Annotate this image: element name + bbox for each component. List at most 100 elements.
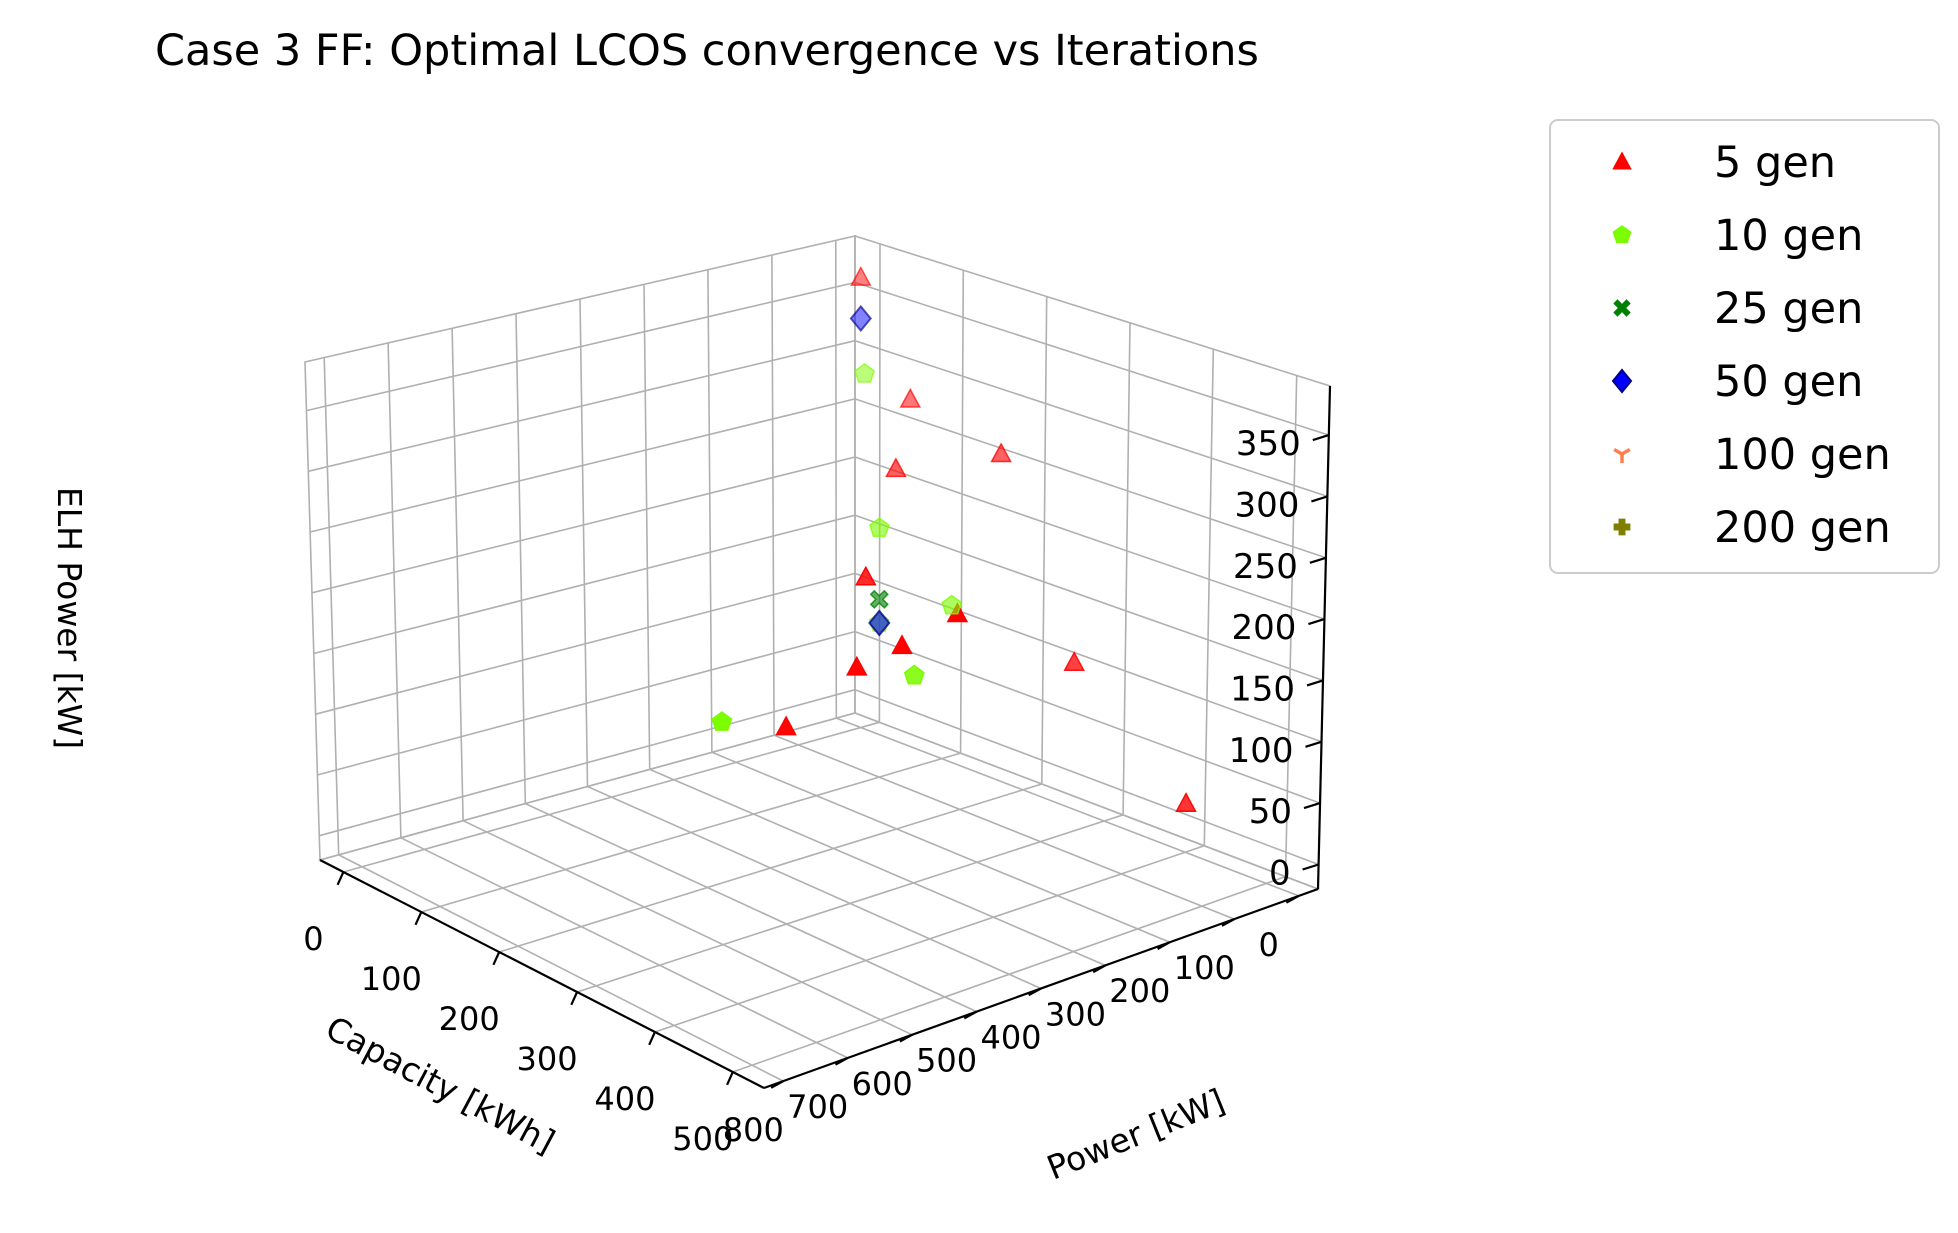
point-5-gen-9 (1063, 651, 1085, 671)
grid-line-z-left (317, 630, 856, 776)
y-tick-label: 600 (852, 1065, 913, 1103)
grid-line-x-wall (1122, 322, 1131, 815)
chart-title: Case 3 FF: Optimal LCOS convergence vs I… (155, 26, 1259, 76)
grid-line-z-left (319, 688, 856, 837)
y-tick-mark (1157, 941, 1171, 950)
point-25-gen-0 (869, 589, 889, 609)
point-10-gen-1 (869, 517, 890, 538)
y-tick-label: 400 (980, 1019, 1041, 1057)
y-tick-mark (1285, 894, 1300, 904)
x-tick-label: 300 (517, 1040, 578, 1078)
z-tick-mark (1309, 556, 1327, 564)
tick-labels: 0100200300400500010020030040050060070080… (303, 424, 1301, 1158)
grid-lines (306, 240, 1330, 1082)
axes (319, 385, 1332, 1090)
grid-line-z-right (854, 572, 1322, 743)
grid-line-y-wall (643, 284, 651, 770)
y-tick-mark (1221, 918, 1235, 927)
legend-label-5-gen: 5 gen (1714, 138, 1836, 188)
legend-marker-100-gen-left (1613, 447, 1623, 456)
grid-line-y-floor (587, 785, 1042, 990)
grid-line-y-floor (338, 854, 784, 1082)
grid-line-y-wall (387, 342, 402, 838)
x-axis-line (319, 859, 765, 1089)
grid-line-z-right (854, 514, 1324, 682)
x-tick-label: 400 (594, 1080, 655, 1118)
grid-line-y-floor (524, 802, 977, 1013)
y-tick-mark (899, 1033, 913, 1043)
z-axis-label: ELH Power [kW] (50, 487, 89, 749)
legend-label-10-gen: 10 gen (1714, 211, 1863, 261)
legend-label-25-gen: 25 gen (1714, 284, 1863, 334)
point-5-gen-1 (891, 634, 913, 655)
z-tick-label: 0 (1269, 854, 1291, 894)
point-5-gen-6 (899, 387, 922, 408)
grid-line-y-wall (771, 254, 775, 736)
z-tick-label: 250 (1233, 547, 1298, 587)
point-5-gen-10 (1175, 792, 1197, 812)
point-5-gen-3 (775, 715, 797, 736)
y-tick-label: 0 (1259, 926, 1279, 964)
grid-line-z-left (311, 456, 856, 594)
legend-label-100-gen: 100 gen (1714, 430, 1891, 480)
point-5-gen-4 (885, 457, 907, 478)
legend-marker-50-gen (1611, 368, 1633, 394)
z-tick-mark (1311, 495, 1328, 503)
grid-line-z-left (315, 572, 856, 715)
y-tick-mark (770, 1080, 784, 1089)
grid-line-x-wall (1284, 375, 1298, 877)
y-tick-label: 300 (1045, 995, 1106, 1033)
legend-label-50-gen: 50 gen (1714, 357, 1863, 407)
y-tick-label: 500 (916, 1042, 977, 1080)
grid-line-y-floor (649, 768, 1106, 967)
grid-line-y-floor (711, 751, 1171, 943)
z-tick-mark (1308, 618, 1325, 626)
z-tick-label: 50 (1249, 792, 1292, 832)
legend-box (1549, 119, 1940, 574)
z-tick-label: 150 (1230, 669, 1295, 709)
x-tick-label: 0 (303, 920, 323, 958)
z-tick-label: 100 (1229, 731, 1294, 771)
x-tick-mark (414, 911, 423, 926)
x-tick-mark (570, 991, 579, 1006)
grid-line-y-wall (515, 313, 527, 804)
y-tick-label: 800 (723, 1111, 784, 1149)
x-tick-label: 500 (672, 1120, 733, 1158)
z-tick-mark (1302, 863, 1319, 871)
grid-line-x-wall (959, 270, 965, 754)
grid-line-x-wall (1203, 349, 1215, 846)
y-tick-mark (963, 1010, 978, 1020)
grid-line-y-wall (834, 240, 838, 719)
z-tick-mark (1306, 679, 1324, 687)
grid-line-x-wall (878, 243, 881, 723)
z-axis-line (1316, 385, 1332, 890)
legend-label-200-gen: 200 gen (1714, 503, 1891, 553)
grid-line-y-wall (707, 269, 713, 753)
x-tick-label: 200 (439, 1000, 500, 1038)
x-tick-mark (492, 951, 501, 966)
point-10-gen-0 (854, 362, 875, 383)
z-tick-mark (1312, 434, 1330, 442)
z-tick-mark (1305, 740, 1322, 748)
legend-marker-100-gen-right (1621, 447, 1631, 456)
grid-line-z-right (854, 339, 1328, 498)
y-tick-mark (834, 1056, 849, 1066)
point-50-gen-1 (868, 609, 891, 637)
z-tick-mark (1303, 802, 1321, 810)
grid-line-z-left (313, 514, 856, 655)
grid-line-z-left (309, 398, 856, 533)
grid-line-y-wall (323, 357, 340, 855)
point-5-gen-5 (850, 266, 872, 286)
z-tick-label: 300 (1234, 485, 1299, 525)
point-10-gen-2 (711, 711, 733, 731)
point-50-gen-0 (849, 304, 872, 333)
legend-marker-200-gen (1613, 518, 1631, 536)
legend-marker-100-gen (1613, 447, 1631, 463)
y-tick-label: 200 (1109, 972, 1170, 1010)
grid-line-z-right (854, 281, 1330, 436)
grid-line-z-right (854, 630, 1321, 804)
y-tick-label: 700 (787, 1088, 848, 1126)
point-10-gen-3 (903, 664, 925, 685)
legend-marker-10-gen (1612, 225, 1632, 244)
